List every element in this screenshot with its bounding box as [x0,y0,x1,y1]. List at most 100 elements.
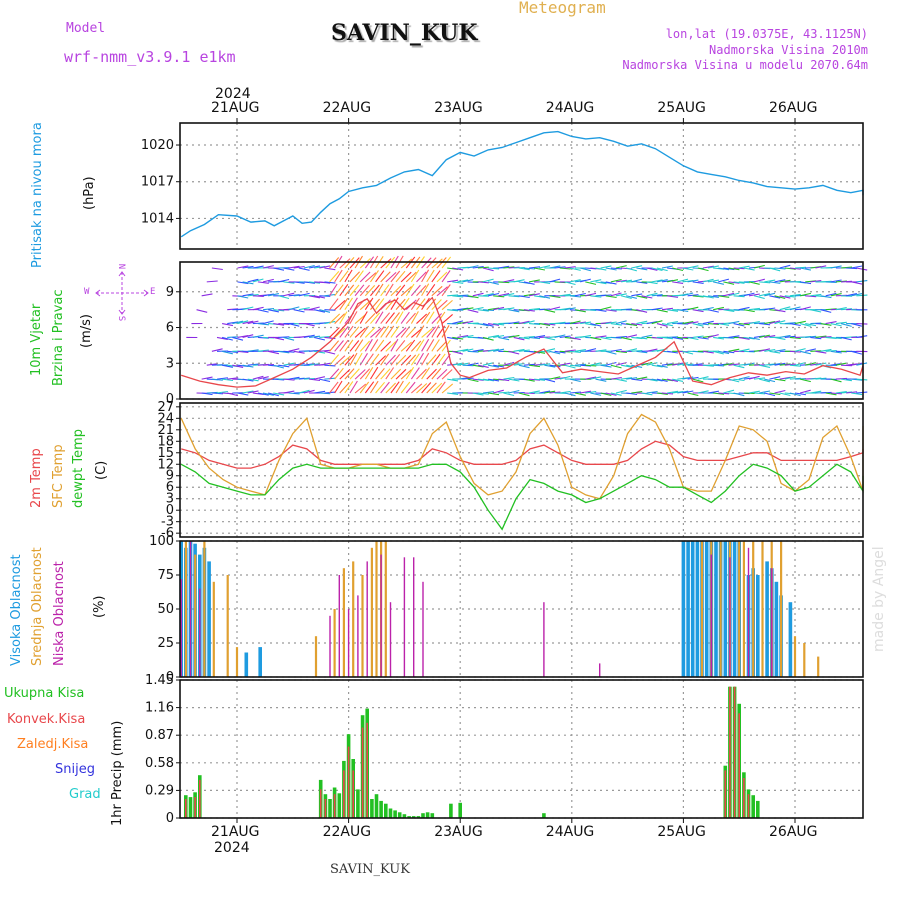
wind-barb [626,392,638,396]
mid-cloud-bar [333,609,336,677]
wind-barb [610,323,622,326]
wind-barb [605,309,617,312]
wind-barb [574,321,586,325]
wind-barb [713,350,724,355]
wind-barb [416,383,428,394]
wind-barb [559,362,571,366]
wind-barb [503,307,515,311]
wind-barb [600,321,612,325]
wind-barb [227,279,238,282]
convective-precip-bar [199,779,201,818]
mid-cloud-bar [738,541,741,677]
wind-barb [682,363,694,366]
wind-barb [252,334,264,338]
wind-barb [457,348,469,352]
wind-barb [733,323,745,327]
wind-barb [549,295,561,299]
wind-barb [400,286,412,297]
wind-barb [748,321,760,325]
wind-barb [308,306,320,311]
precip-tick-label: 1.45 [145,673,174,688]
wind-barb [493,306,505,311]
wind-barb [298,307,310,311]
wind-barb [569,378,581,383]
wind-barb [308,295,321,299]
wind-barb [856,267,868,271]
wind-barb [283,336,295,341]
wind-barb [390,338,399,352]
wind-barb [723,281,735,285]
wind-barb [400,311,410,324]
wind-barb [682,390,694,394]
wind-barb [539,281,551,285]
wind-barb [825,392,837,396]
wind-barb [830,279,842,283]
wind-barb [754,377,766,380]
bottom-day-label: 24AUG [545,824,595,840]
wind-barb [421,382,432,394]
total-precip-bar [384,803,388,818]
wind-barb [687,376,699,380]
wind-barb [595,267,607,271]
wind-barb [416,325,425,338]
meteogram-label: Meteogram [519,0,606,17]
wind-barb [400,271,412,283]
bottom-day-label: 23AUG [434,824,483,840]
wind-barb [656,364,668,368]
wind-barb [508,389,520,394]
wind-barb [799,323,811,327]
wind-barb [288,265,300,269]
wind-barb [452,320,464,325]
temp-tick-label: 3 [166,492,174,507]
wind-barb [416,298,426,311]
convective-precip-bar [347,746,350,818]
wind-barb [385,367,395,380]
wind-barb [815,350,827,354]
wind-barb [303,334,315,338]
wind-speed-line [181,296,864,388]
total-precip-bar [388,808,393,818]
wind-barb [528,293,540,297]
wind-barb [216,390,228,394]
total-precip-bar [328,799,332,818]
wind-barb [774,362,786,366]
wind-barb [222,364,234,368]
wind-barb [646,281,658,285]
bottom-day-label: 22AUG [322,824,372,840]
wind-barb [237,295,249,299]
wind-barb [247,363,259,366]
wind-barb [349,352,358,366]
wind-barb [835,306,847,311]
wind-barb [339,258,351,269]
wind-barb [585,348,597,352]
wind-barb [488,378,500,382]
wind-barb [436,286,448,297]
wind-barb [856,323,868,325]
wind-barb [534,267,546,271]
wind-barb [728,320,740,325]
elevation-label: Nadmorska Visina 2010m [709,43,868,57]
low-cloud-bar [710,554,712,677]
wind-barb [856,362,868,366]
wind-barb [278,350,290,354]
wind-barb [794,361,806,366]
hail-label: Grad [69,787,101,802]
wind-barb [646,267,658,271]
wind-barb [820,309,832,313]
wind-barb [329,368,340,380]
wind-barb [457,377,469,380]
wind-barb [447,378,459,382]
wind-barb [759,364,771,368]
total-precip-bar [337,793,342,818]
wind-barb [364,272,377,283]
wind-barb [349,368,360,380]
wind-barb [493,334,505,338]
wind-barb [600,306,612,311]
wind-barb [672,390,684,394]
wind-barb [651,267,663,272]
wind-barb [370,284,380,297]
wind-barb [656,378,668,382]
convective-precip-bar [361,727,364,818]
wind-barb [713,306,725,311]
wind-barb [498,336,510,341]
